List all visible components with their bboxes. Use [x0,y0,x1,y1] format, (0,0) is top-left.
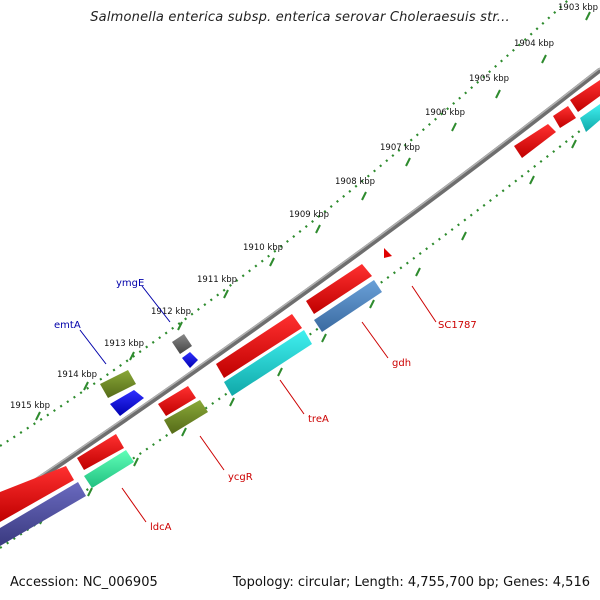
label-SC1787[interactable]: SC1787 [438,320,477,331]
scale-label-1910: 1910 kbp [243,243,283,253]
outer-major-ticks [35,11,591,421]
reverse-strand-genes [0,104,600,546]
scale-label-1907: 1907 kbp [380,143,420,153]
gene-reverse-navy[interactable] [0,482,86,546]
gene-callouts: ymgE emtA SC1787 gdh treA ycgR ldcA [54,278,477,533]
scale-label-1915: 1915 kbp [10,401,50,411]
label-ldcA[interactable]: ldcA [150,522,172,533]
scale-label-1913: 1913 kbp [104,339,144,349]
label-ymgE[interactable]: ymgE [116,278,144,289]
scale-label-1909: 1909 kbp [289,210,329,220]
gene-emtA[interactable] [110,390,144,416]
gene-ldcA[interactable] [84,450,134,488]
label-emtA[interactable]: emtA [54,320,81,331]
label-ycgR[interactable]: ycgR [228,472,253,483]
gene-ymgE[interactable] [172,334,192,354]
label-gdh[interactable]: gdh [392,358,411,369]
scale-label-1903: 1903 kbp [558,3,598,13]
gene-forward-right-2[interactable] [553,106,576,128]
scale-label-1906: 1906 kbp [425,108,465,118]
gene-forward-red-c[interactable] [158,386,196,416]
genome-backbone [0,68,600,508]
gene-forward-right-1[interactable] [514,124,556,158]
genome-summary: Topology: circular; Length: 4,755,700 bp… [232,575,590,590]
forward-strand-genes [0,80,600,522]
scale-label-1908: 1908 kbp [335,177,375,187]
outer-scale-track [0,0,570,447]
gene-forward-red-e[interactable] [0,466,74,522]
gene-forward-red-a[interactable] [306,264,372,314]
gene-forward-right-3[interactable] [570,80,600,112]
inner-major-ticks [39,139,577,525]
label-treA[interactable]: treA [308,414,329,425]
scale-labels: 1903 kbp 1904 kbp 1905 kbp 1906 kbp 1907… [10,3,598,411]
gene-forward-red-d[interactable] [77,434,124,470]
gene-treA[interactable] [224,330,312,396]
gene-olive-emtA[interactable] [100,370,136,398]
scale-label-1911: 1911 kbp [197,275,237,285]
accession-text: Accession: NC_006905 [10,575,158,590]
scale-label-1912: 1912 kbp [151,307,191,317]
gene-forward-red-b[interactable] [216,314,302,378]
scale-label-1905: 1905 kbp [469,74,509,84]
gene-gdh[interactable] [314,280,382,332]
scale-label-1904: 1904 kbp [514,39,554,49]
gene-SC1787[interactable] [384,248,392,258]
scale-label-1914: 1914 kbp [57,370,97,380]
gene-ycgR-olive[interactable] [164,400,208,434]
gene-forward-right-cyan[interactable] [580,104,600,132]
map-title: Salmonella enterica subsp. enterica sero… [90,10,510,25]
inner-scale-track [0,114,600,549]
gene-ymgE-blue[interactable] [182,352,198,368]
outer-genes [100,334,198,416]
